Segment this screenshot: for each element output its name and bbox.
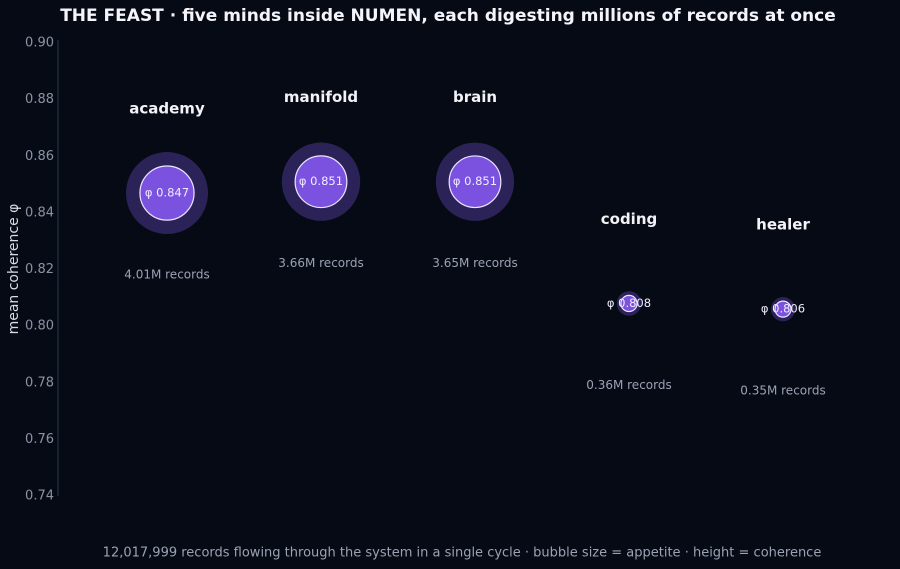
y-tick-label: 0.90 (25, 36, 54, 51)
value-label: φ 0.851 (453, 174, 497, 188)
size-label: 0.35M records (740, 384, 825, 398)
value-label: φ 0.851 (299, 174, 343, 188)
y-tick-label: 0.82 (25, 262, 54, 277)
category-label: healer (756, 216, 810, 234)
category-label: coding (601, 210, 658, 228)
value-label: φ 0.847 (145, 186, 189, 200)
bubble (294, 155, 348, 209)
footnote: 12,017,999 records flowing through the s… (103, 546, 822, 561)
y-tick-label: 0.80 (25, 319, 54, 334)
category-label: academy (129, 100, 205, 118)
category-label: brain (453, 88, 497, 106)
bubble (448, 155, 502, 209)
category-label: manifold (284, 88, 358, 106)
size-label: 0.36M records (586, 378, 671, 392)
bubble (774, 300, 792, 318)
y-tick-label: 0.76 (25, 432, 54, 447)
y-tick-label: 0.84 (25, 205, 54, 220)
y-axis-label: mean coherence φ (6, 204, 22, 335)
y-tick-label: 0.78 (25, 375, 54, 390)
y-tick-label: 0.88 (25, 92, 54, 107)
bubble (620, 294, 638, 313)
value-label: φ 0.806 (761, 302, 805, 316)
bubble (139, 165, 195, 221)
chart-title: THE FEAST · five minds inside NUMEN, eac… (60, 6, 836, 26)
value-label: φ 0.808 (607, 296, 651, 310)
y-tick-label: 0.86 (25, 149, 54, 164)
size-label: 3.65M records (432, 256, 517, 270)
size-label: 4.01M records (124, 268, 209, 282)
size-label: 3.66M records (278, 256, 363, 270)
y-tick-label: 0.74 (25, 489, 54, 504)
